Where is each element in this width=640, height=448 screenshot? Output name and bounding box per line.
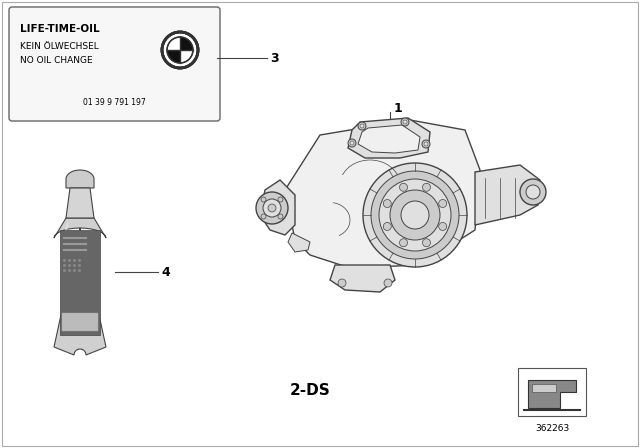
Circle shape <box>256 192 288 224</box>
Polygon shape <box>54 218 106 355</box>
Circle shape <box>384 279 392 287</box>
Polygon shape <box>66 188 94 218</box>
Polygon shape <box>60 230 100 335</box>
Circle shape <box>526 185 540 199</box>
Circle shape <box>390 190 440 240</box>
Polygon shape <box>528 380 576 408</box>
Circle shape <box>350 141 354 145</box>
Polygon shape <box>330 265 395 292</box>
Circle shape <box>371 171 459 259</box>
FancyBboxPatch shape <box>62 313 98 331</box>
Text: NO OIL CHANGE: NO OIL CHANGE <box>20 56 93 65</box>
Text: 01 39 9 791 197: 01 39 9 791 197 <box>83 98 146 107</box>
Circle shape <box>401 201 429 229</box>
Text: 2-DS: 2-DS <box>290 383 330 397</box>
Polygon shape <box>285 120 480 268</box>
Circle shape <box>360 124 364 128</box>
Polygon shape <box>66 170 94 188</box>
Text: 362263: 362263 <box>535 424 569 433</box>
Circle shape <box>379 179 451 251</box>
Wedge shape <box>180 37 193 50</box>
Circle shape <box>422 239 431 247</box>
Circle shape <box>403 120 407 124</box>
Circle shape <box>383 223 391 230</box>
Polygon shape <box>62 220 80 325</box>
Circle shape <box>278 214 283 219</box>
Wedge shape <box>167 50 180 63</box>
Circle shape <box>162 32 198 68</box>
Polygon shape <box>532 384 556 392</box>
Circle shape <box>438 199 447 207</box>
Circle shape <box>167 37 193 63</box>
FancyBboxPatch shape <box>9 7 220 121</box>
Circle shape <box>422 140 430 148</box>
Circle shape <box>278 197 283 202</box>
Circle shape <box>263 199 281 217</box>
Circle shape <box>358 122 366 130</box>
Circle shape <box>399 183 408 191</box>
Circle shape <box>422 183 431 191</box>
Circle shape <box>520 179 546 205</box>
Polygon shape <box>260 180 295 235</box>
Circle shape <box>268 204 276 212</box>
Circle shape <box>424 142 428 146</box>
Circle shape <box>438 223 447 230</box>
Polygon shape <box>475 165 540 225</box>
Polygon shape <box>288 233 310 252</box>
Circle shape <box>261 214 266 219</box>
Text: 4: 4 <box>161 266 170 279</box>
Polygon shape <box>348 118 430 158</box>
Circle shape <box>401 118 409 126</box>
Text: 3: 3 <box>270 52 278 65</box>
Circle shape <box>261 197 266 202</box>
Polygon shape <box>358 125 420 153</box>
Text: 1: 1 <box>394 102 403 115</box>
Circle shape <box>383 199 391 207</box>
FancyBboxPatch shape <box>518 368 586 416</box>
Circle shape <box>363 163 467 267</box>
Text: KEIN ÖLWECHSEL: KEIN ÖLWECHSEL <box>20 42 99 51</box>
Circle shape <box>399 239 408 247</box>
Text: LIFE-TIME-OIL: LIFE-TIME-OIL <box>20 24 100 34</box>
Circle shape <box>348 139 356 147</box>
Circle shape <box>338 279 346 287</box>
